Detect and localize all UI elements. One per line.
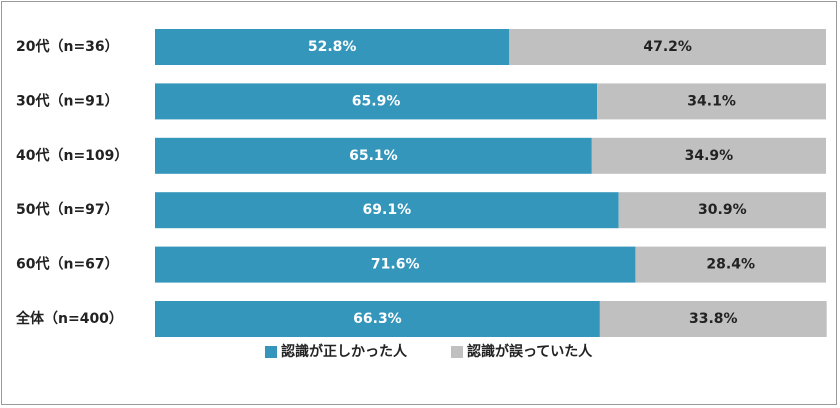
- value-label-incorrect: 34.1%: [687, 93, 736, 109]
- bar-correct: [155, 246, 636, 283]
- bar-correct: [155, 83, 598, 120]
- bar-incorrect: [599, 301, 827, 337]
- value-label-incorrect: 33.8%: [689, 311, 738, 327]
- value-label-incorrect: 47.2%: [643, 39, 692, 55]
- category-label: 60代（n=67）: [16, 256, 119, 273]
- value-label-incorrect: 28.4%: [706, 257, 755, 273]
- value-label-incorrect: 30.9%: [698, 202, 747, 218]
- bar-incorrect: [597, 83, 826, 120]
- legend-label-correct: 認識が正しかった人: [281, 343, 408, 360]
- bar-correct: [155, 301, 600, 337]
- category-label: 40代（n=109）: [16, 147, 128, 164]
- category-label: 30代（n=91）: [16, 92, 119, 109]
- bar-incorrect: [618, 192, 826, 229]
- bar-incorrect: [635, 246, 826, 283]
- category-label: 全体（n=400）: [15, 310, 123, 327]
- value-label-incorrect: 34.9%: [685, 148, 734, 164]
- bar-correct: [155, 137, 592, 174]
- value-label-correct: 65.1%: [349, 148, 398, 164]
- value-label-correct: 52.8%: [308, 39, 357, 55]
- value-label-correct: 65.9%: [352, 93, 401, 109]
- value-label-correct: 69.1%: [363, 202, 412, 218]
- value-label-correct: 71.6%: [371, 257, 420, 273]
- legend-swatch-correct: [265, 346, 277, 358]
- value-label-correct: 66.3%: [353, 311, 402, 327]
- category-label: 50代（n=97）: [16, 201, 119, 218]
- bar-incorrect: [509, 29, 826, 65]
- legend-swatch-incorrect: [451, 346, 463, 358]
- bar-correct: [155, 192, 619, 229]
- legend-label-incorrect: 認識が誤っていた人: [467, 343, 593, 360]
- bar-incorrect: [591, 137, 826, 174]
- category-label: 20代（n=36）: [16, 38, 119, 55]
- bar-correct: [155, 29, 510, 65]
